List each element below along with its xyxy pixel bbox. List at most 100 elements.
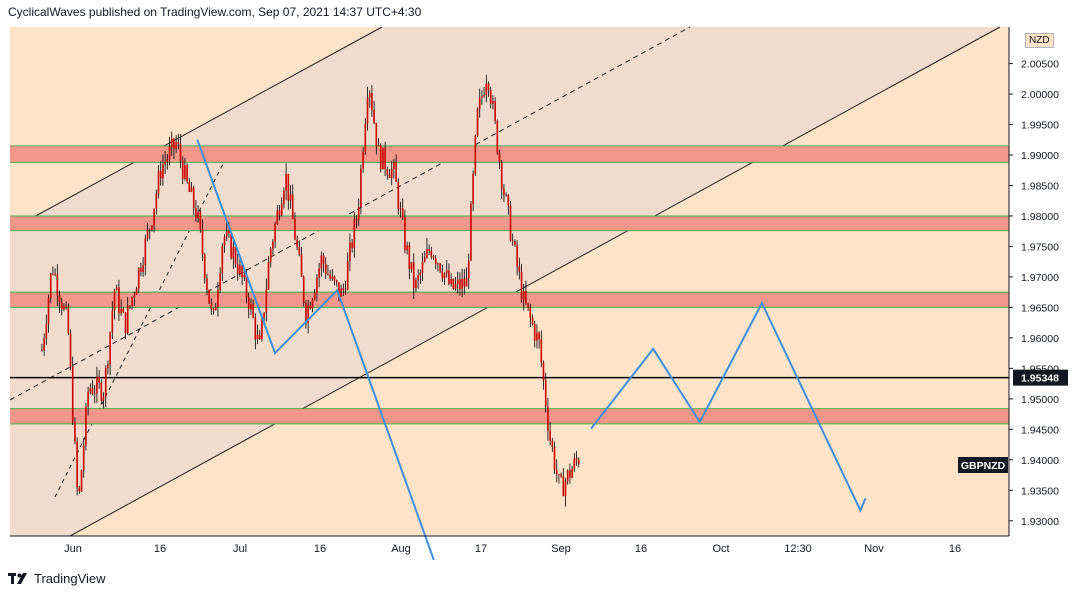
candle bbox=[456, 271, 459, 294]
candle bbox=[428, 244, 430, 255]
candle bbox=[294, 212, 296, 241]
candle bbox=[192, 185, 195, 216]
candle bbox=[129, 305, 131, 310]
candle bbox=[256, 324, 259, 345]
candle bbox=[571, 465, 573, 479]
candle bbox=[525, 280, 527, 306]
candle bbox=[472, 170, 474, 212]
candle bbox=[327, 264, 329, 276]
candle bbox=[421, 252, 424, 281]
candle bbox=[232, 240, 235, 269]
candle bbox=[197, 205, 199, 223]
publisher-header: CyclicalWaves published on TradingView.c… bbox=[8, 5, 422, 19]
candle bbox=[540, 330, 543, 368]
candle bbox=[267, 256, 270, 290]
candle bbox=[505, 192, 507, 197]
candle bbox=[426, 238, 428, 259]
y-tick-label: 2.00500 bbox=[1021, 59, 1059, 71]
candle bbox=[503, 184, 505, 202]
candle bbox=[78, 485, 81, 494]
candle bbox=[184, 157, 186, 181]
candle bbox=[573, 452, 576, 472]
y-tick-label: 2.00000 bbox=[1021, 89, 1059, 101]
candle bbox=[349, 233, 351, 272]
candle bbox=[461, 268, 463, 298]
y-tick-label: 1.98500 bbox=[1021, 180, 1059, 192]
candle bbox=[417, 269, 419, 289]
candle bbox=[520, 263, 523, 303]
candle bbox=[366, 86, 369, 131]
candle bbox=[390, 161, 393, 186]
candle bbox=[357, 198, 360, 226]
candle bbox=[45, 314, 48, 345]
resistance-zone-2 bbox=[10, 292, 1009, 308]
price-chart[interactable]: 1.930001.935001.940001.945001.950001.955… bbox=[0, 0, 1079, 560]
candle bbox=[219, 267, 221, 294]
candle bbox=[168, 136, 171, 166]
candle bbox=[56, 264, 59, 307]
resistance-zone-1 bbox=[10, 215, 1009, 231]
channel-upper-line bbox=[9, 26, 383, 231]
candle bbox=[296, 235, 298, 251]
candle bbox=[210, 298, 213, 316]
candle bbox=[181, 156, 184, 185]
candle bbox=[91, 380, 94, 396]
candle bbox=[558, 473, 560, 484]
x-tick-label: Jul bbox=[233, 543, 247, 555]
y-tick-label: 1.99000 bbox=[1021, 150, 1059, 162]
candle bbox=[221, 243, 224, 282]
candle bbox=[432, 254, 435, 260]
candle bbox=[80, 469, 83, 492]
candle bbox=[89, 383, 92, 395]
candle bbox=[65, 301, 67, 310]
candle bbox=[500, 159, 503, 199]
candle bbox=[96, 366, 98, 403]
candle bbox=[393, 158, 395, 179]
candle bbox=[307, 299, 309, 334]
candle bbox=[441, 264, 444, 282]
candle bbox=[448, 263, 450, 286]
candle bbox=[201, 219, 204, 261]
y-tick-label: 1.97500 bbox=[1021, 241, 1059, 253]
candle bbox=[569, 463, 571, 484]
candle bbox=[445, 259, 448, 278]
candle bbox=[140, 262, 142, 277]
candle bbox=[487, 81, 490, 97]
candle bbox=[551, 437, 554, 452]
candle bbox=[153, 208, 155, 233]
candle bbox=[434, 255, 437, 270]
candle bbox=[360, 164, 362, 215]
candle bbox=[250, 298, 252, 316]
candle bbox=[470, 200, 472, 262]
candle bbox=[263, 312, 265, 322]
candle bbox=[175, 135, 177, 153]
candle bbox=[362, 147, 364, 173]
candle bbox=[159, 160, 162, 186]
candle bbox=[397, 178, 400, 215]
candle bbox=[102, 392, 105, 409]
candle bbox=[527, 302, 529, 312]
candle bbox=[142, 256, 144, 277]
candle bbox=[324, 257, 327, 279]
candle bbox=[76, 437, 78, 496]
candle bbox=[69, 329, 72, 371]
candle bbox=[49, 272, 52, 304]
x-tick-label: 16 bbox=[635, 543, 647, 555]
candle bbox=[498, 149, 501, 169]
candle bbox=[467, 253, 470, 289]
candle bbox=[109, 331, 111, 376]
candle bbox=[430, 246, 433, 260]
candle bbox=[179, 134, 182, 169]
y-tick-label: 1.98000 bbox=[1021, 211, 1059, 223]
candle bbox=[164, 151, 166, 175]
candle bbox=[338, 282, 340, 302]
x-tick-label: 16 bbox=[314, 543, 326, 555]
candle bbox=[236, 253, 239, 281]
projection-path-0 bbox=[196, 139, 435, 560]
candle bbox=[351, 239, 353, 253]
currency-badge[interactable]: NZD bbox=[1025, 33, 1054, 48]
candle bbox=[276, 205, 279, 225]
candle bbox=[212, 307, 215, 315]
channel-mid-line bbox=[9, 26, 691, 401]
candle bbox=[536, 324, 538, 349]
